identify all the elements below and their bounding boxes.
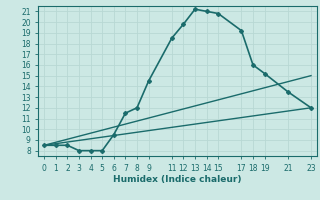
X-axis label: Humidex (Indice chaleur): Humidex (Indice chaleur) — [113, 175, 242, 184]
